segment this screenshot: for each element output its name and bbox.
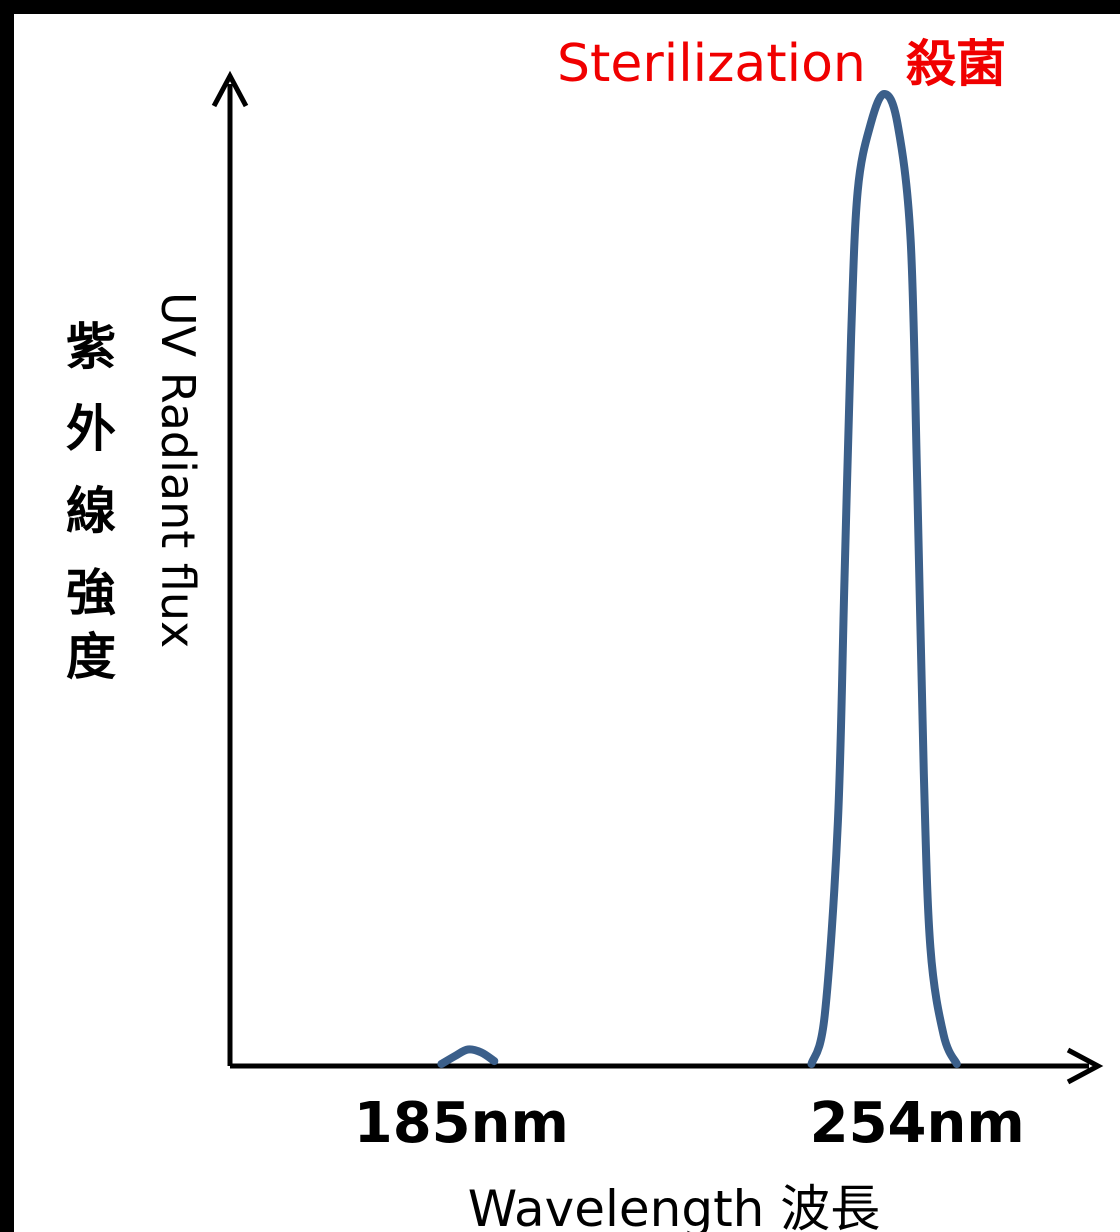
- annotation-sterilization-jp: 殺菌: [906, 35, 1006, 93]
- y-label-jp-char: 外: [66, 400, 116, 458]
- y-axis-label: UV Radiant flux: [151, 292, 205, 648]
- chart-svg: Sterilization 殺菌 185nm 254nm Wavelength …: [66, 34, 1104, 1232]
- x-axis-label: Wavelength 波長: [468, 1180, 881, 1232]
- spectrum-line: [437, 90, 961, 1068]
- y-label-jp-char: 紫: [66, 318, 116, 376]
- y-label-jp-char: 度: [66, 628, 116, 686]
- y-axis-label-jp: 紫 外 線 強 度: [66, 318, 116, 686]
- y-label-jp-char: 強: [66, 564, 116, 622]
- y-axis-arrow: [211, 70, 249, 108]
- x-axis-arrow: [1066, 1047, 1104, 1085]
- axes: [211, 70, 1104, 1085]
- y-label-jp-char: 線: [66, 482, 116, 540]
- chart-frame: Sterilization 殺菌 185nm 254nm Wavelength …: [14, 14, 1120, 1232]
- x-tick-label-185: 185nm: [354, 1091, 569, 1156]
- annotation-sterilization: Sterilization: [557, 34, 866, 94]
- x-tick-label-254: 254nm: [810, 1091, 1025, 1156]
